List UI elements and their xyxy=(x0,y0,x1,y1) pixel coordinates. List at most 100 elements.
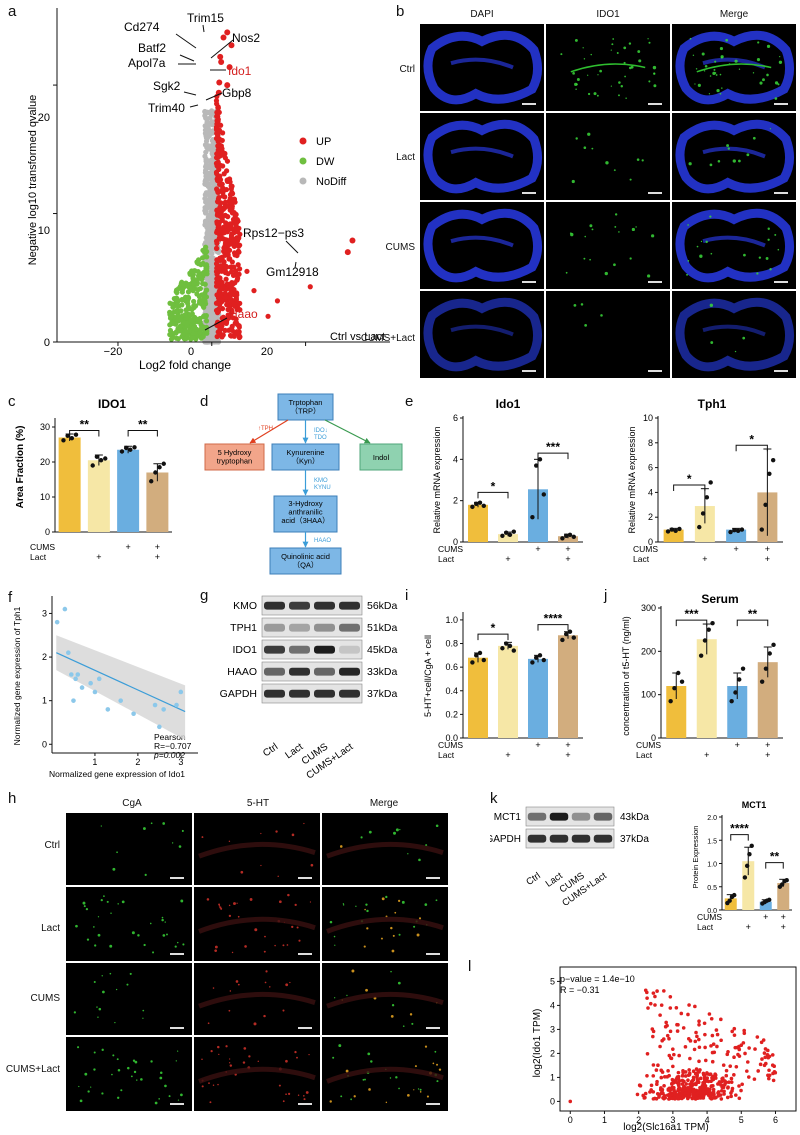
data-point xyxy=(767,897,772,902)
data-point xyxy=(567,532,573,537)
significance-bracket xyxy=(477,633,509,641)
b-row-cums-lact: CUMS+Lact xyxy=(360,333,415,344)
data-point xyxy=(511,648,516,653)
volcano-point xyxy=(167,331,173,338)
y-tick-label: 200 xyxy=(641,646,656,656)
data-point xyxy=(61,438,66,443)
volcano-point xyxy=(195,259,201,265)
blot-kda-label: 37kDa xyxy=(367,688,398,700)
volcano-highlight-point xyxy=(228,42,235,49)
volcano-point xyxy=(228,269,235,275)
scatter-point xyxy=(730,1029,734,1034)
micrograph-signal xyxy=(423,208,542,283)
scatter-point xyxy=(676,1070,681,1075)
f-xlabel: Normalized gene expression of Ido1 xyxy=(49,769,185,779)
volcano-point xyxy=(219,146,225,152)
bar-cums xyxy=(759,901,772,910)
legend-nodiff: NoDiff xyxy=(316,176,347,188)
volcano-point xyxy=(220,193,226,199)
volcano-point xyxy=(224,158,231,164)
scatter-point xyxy=(702,1021,707,1026)
volcano-point xyxy=(210,313,217,319)
volcano-point xyxy=(307,284,313,290)
scatter-point xyxy=(669,1056,673,1060)
volcano-point xyxy=(195,269,201,275)
volcano-point xyxy=(223,276,229,282)
h-row-cums: CUMS xyxy=(30,993,60,1004)
scatter-point xyxy=(686,1012,690,1017)
pathway-box-label: Quinolinic acid （QA） xyxy=(281,552,330,570)
y-tick-label: 20 xyxy=(40,457,50,467)
gene-label-sgk2: Sgk2 xyxy=(153,79,181,93)
significance-bracket xyxy=(127,430,158,437)
scatter-point xyxy=(723,1082,727,1087)
volcano-point xyxy=(192,303,199,309)
significance-marker: ** xyxy=(80,418,90,432)
lact-row-label: Lact xyxy=(636,750,653,760)
l-ytick: 1 xyxy=(550,1072,555,1082)
scatter-point xyxy=(729,1080,734,1084)
volcano-point xyxy=(217,173,223,179)
significance-bracket xyxy=(675,619,708,627)
y-tick-label: 1.0 xyxy=(707,862,717,869)
scatter-point xyxy=(711,1074,715,1079)
scatter-point xyxy=(711,1042,716,1046)
scatter-point xyxy=(660,1070,665,1074)
data-point xyxy=(534,655,539,660)
data-point xyxy=(710,620,715,626)
cga-5ht-micrograph xyxy=(194,963,320,1035)
volcano-point xyxy=(183,335,189,342)
scatter-point xyxy=(651,1097,656,1101)
scatter-point xyxy=(681,1026,686,1030)
volcano-highlight-point xyxy=(226,64,233,71)
ido1-micrograph xyxy=(546,202,670,289)
gene-label-ido1: Ido1 xyxy=(228,64,252,78)
micrograph-signal xyxy=(675,30,794,105)
bar-ctrl xyxy=(58,437,81,532)
blot-protein-label: HAAO xyxy=(227,666,257,678)
volcano-point xyxy=(204,144,210,151)
lact-sign: + xyxy=(155,552,160,562)
volcano-point xyxy=(220,130,226,136)
scatter-point xyxy=(733,1045,738,1050)
ido1-micrograph xyxy=(420,291,544,378)
volcano-point xyxy=(233,268,239,274)
correlation-point xyxy=(157,724,162,730)
significance-bracket xyxy=(537,452,569,460)
scatter-point xyxy=(687,1003,691,1007)
volcano-point xyxy=(222,150,228,157)
scatter-point xyxy=(657,1093,661,1098)
significance-marker: ** xyxy=(748,607,758,621)
lact-row-label: Lact xyxy=(438,750,455,760)
panel-label-g: g xyxy=(200,587,209,604)
scatter-point xyxy=(695,1091,699,1096)
scatter-point xyxy=(714,1028,719,1032)
scatter-point xyxy=(722,1089,726,1094)
scatter-point xyxy=(703,1058,708,1063)
scatter-point xyxy=(703,1084,708,1088)
h-col-merge: Merge xyxy=(369,798,399,809)
data-point xyxy=(673,528,678,534)
volcano-point xyxy=(190,335,196,341)
l-ytick: 3 xyxy=(550,1024,555,1034)
lact-sign: + xyxy=(96,552,101,562)
slc16a1-ido1-scatter: log2(Slc16a1 TPM) log2(Ido1 TPM) p−value… xyxy=(532,966,797,1133)
pathway-box-indol: Indol xyxy=(359,443,403,471)
volcano-legend: UP DW NoDiff xyxy=(299,136,347,188)
panel-label-i: i xyxy=(405,587,409,604)
legend-dot-dw xyxy=(299,157,307,165)
scatter-point xyxy=(694,1067,699,1071)
cums-sign: + xyxy=(155,542,160,552)
l-xtick: 0 xyxy=(568,1115,573,1125)
gene-label-gbp8: Gbp8 xyxy=(222,86,252,100)
data-point xyxy=(500,533,505,538)
volcano-point xyxy=(202,281,208,287)
bar-ctrl xyxy=(468,504,488,542)
volcano-point xyxy=(203,318,210,324)
scatter-point xyxy=(651,1074,656,1078)
data-point xyxy=(759,527,764,532)
scatter-point xyxy=(763,1055,768,1060)
blot-band xyxy=(264,623,285,632)
micrograph-signal xyxy=(75,895,185,954)
blot-band xyxy=(314,601,335,610)
